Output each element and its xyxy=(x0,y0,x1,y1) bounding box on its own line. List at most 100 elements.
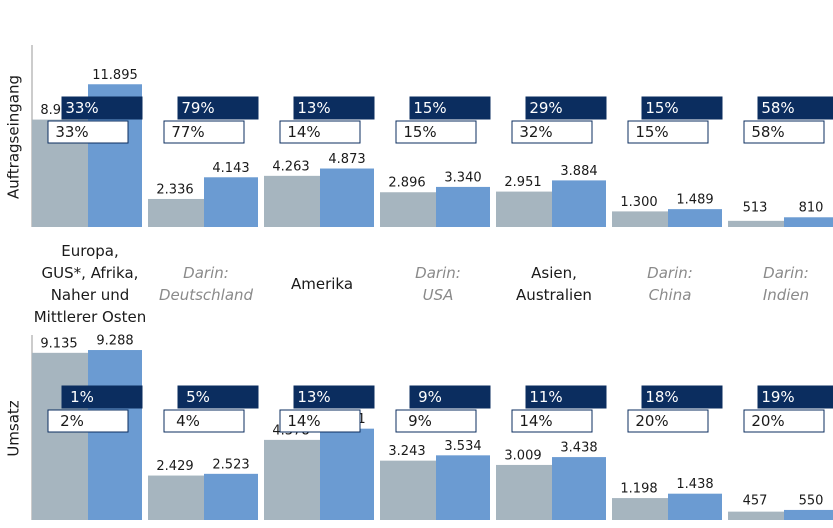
change-box-light xyxy=(627,409,709,433)
bar xyxy=(784,509,833,520)
category-label: Darin: Deutschland xyxy=(159,264,254,304)
value-label: 2.896 xyxy=(388,176,425,191)
y-axis-label: Auftragseingang xyxy=(5,75,23,199)
bar xyxy=(496,464,552,520)
value-label: 2.951 xyxy=(504,175,541,190)
change-box-dark xyxy=(61,385,143,409)
bar xyxy=(728,511,784,520)
bar xyxy=(668,209,722,227)
bar xyxy=(612,498,668,520)
change-label: 1% xyxy=(70,388,94,406)
change-box-dark xyxy=(61,96,143,120)
change-box-dark xyxy=(641,96,723,120)
y-axis-label: Umsatz xyxy=(5,400,23,456)
change-box-dark xyxy=(757,385,833,409)
change-label: 77% xyxy=(171,123,204,141)
change-label: 9% xyxy=(408,412,432,430)
value-label: 11.895 xyxy=(92,68,138,83)
change-label: 58% xyxy=(751,123,784,141)
change-label: 19% xyxy=(761,388,794,406)
change-box-light xyxy=(743,409,825,433)
change-label: 79% xyxy=(181,99,214,117)
bar xyxy=(264,175,320,227)
value-label: 550 xyxy=(799,493,824,508)
change-box-dark xyxy=(757,96,833,120)
change-label: 5% xyxy=(186,388,210,406)
value-label: 4.263 xyxy=(272,159,309,174)
value-label: 2.336 xyxy=(156,182,193,197)
change-label: 33% xyxy=(55,123,88,141)
change-label: 20% xyxy=(635,412,668,430)
category-label: Darin: USA xyxy=(415,264,461,304)
change-box-light xyxy=(395,409,477,433)
bar xyxy=(436,455,490,520)
change-label: 15% xyxy=(413,99,446,117)
change-box-dark xyxy=(177,96,259,120)
change-label: 14% xyxy=(287,123,320,141)
change-box-light xyxy=(163,120,245,144)
change-label: 33% xyxy=(65,99,98,117)
change-box-light xyxy=(511,409,593,433)
change-box-light xyxy=(395,120,477,144)
bar xyxy=(320,428,374,520)
bar xyxy=(668,493,722,520)
value-label: 1.438 xyxy=(676,477,713,492)
value-label: 3.243 xyxy=(388,444,425,459)
value-label: 3.438 xyxy=(560,441,597,456)
value-label: 2.429 xyxy=(156,459,193,474)
value-label: 4.873 xyxy=(328,152,365,167)
change-label: 11% xyxy=(529,388,562,406)
bar xyxy=(204,177,258,227)
change-label: 32% xyxy=(519,123,552,141)
value-label: 1.489 xyxy=(676,193,713,208)
change-box-dark xyxy=(641,385,723,409)
bar xyxy=(148,475,204,520)
change-label: 14% xyxy=(287,412,320,430)
value-label: 1.300 xyxy=(620,195,657,210)
bar xyxy=(728,220,784,227)
change-box-dark xyxy=(525,385,607,409)
bar xyxy=(380,192,436,227)
change-label: 20% xyxy=(751,412,784,430)
change-label: 18% xyxy=(645,388,678,406)
change-box-dark xyxy=(293,96,375,120)
change-label: 13% xyxy=(297,99,330,117)
change-label: 58% xyxy=(761,99,794,117)
change-label: 9% xyxy=(418,388,442,406)
change-label: 15% xyxy=(635,123,668,141)
bar xyxy=(88,350,142,520)
category-label: Darin: China xyxy=(647,264,693,304)
category-label: Asien, Australien xyxy=(516,264,592,304)
bar xyxy=(436,186,490,227)
bar xyxy=(32,352,88,520)
category-label: Darin: Indien xyxy=(763,264,809,304)
value-label: 3.534 xyxy=(444,439,481,454)
change-box-light xyxy=(743,120,825,144)
bar xyxy=(380,460,436,520)
change-label: 15% xyxy=(403,123,436,141)
value-label: 810 xyxy=(799,201,824,216)
value-label: 513 xyxy=(743,201,768,216)
bar xyxy=(148,198,204,227)
value-label: 2.523 xyxy=(212,457,249,472)
change-box-light xyxy=(279,120,361,144)
change-label: 4% xyxy=(176,412,200,430)
change-label: 15% xyxy=(645,99,678,117)
change-box-light xyxy=(511,120,593,144)
bar xyxy=(320,168,374,227)
category-label: Amerika xyxy=(291,275,353,293)
bar xyxy=(496,191,552,227)
value-label: 9.135 xyxy=(40,336,77,351)
category-label: Europa, GUS*, Afrika, Naher und Mittlerer O… xyxy=(34,242,147,326)
value-label: 4.143 xyxy=(212,161,249,176)
change-box-dark xyxy=(177,385,259,409)
value-label: 3.340 xyxy=(444,170,481,185)
bar xyxy=(264,439,320,520)
change-box-light xyxy=(279,409,361,433)
change-label: 13% xyxy=(297,388,330,406)
change-box-light xyxy=(47,409,129,433)
bar xyxy=(552,457,606,520)
change-box-light xyxy=(163,409,245,433)
bar xyxy=(612,211,668,227)
